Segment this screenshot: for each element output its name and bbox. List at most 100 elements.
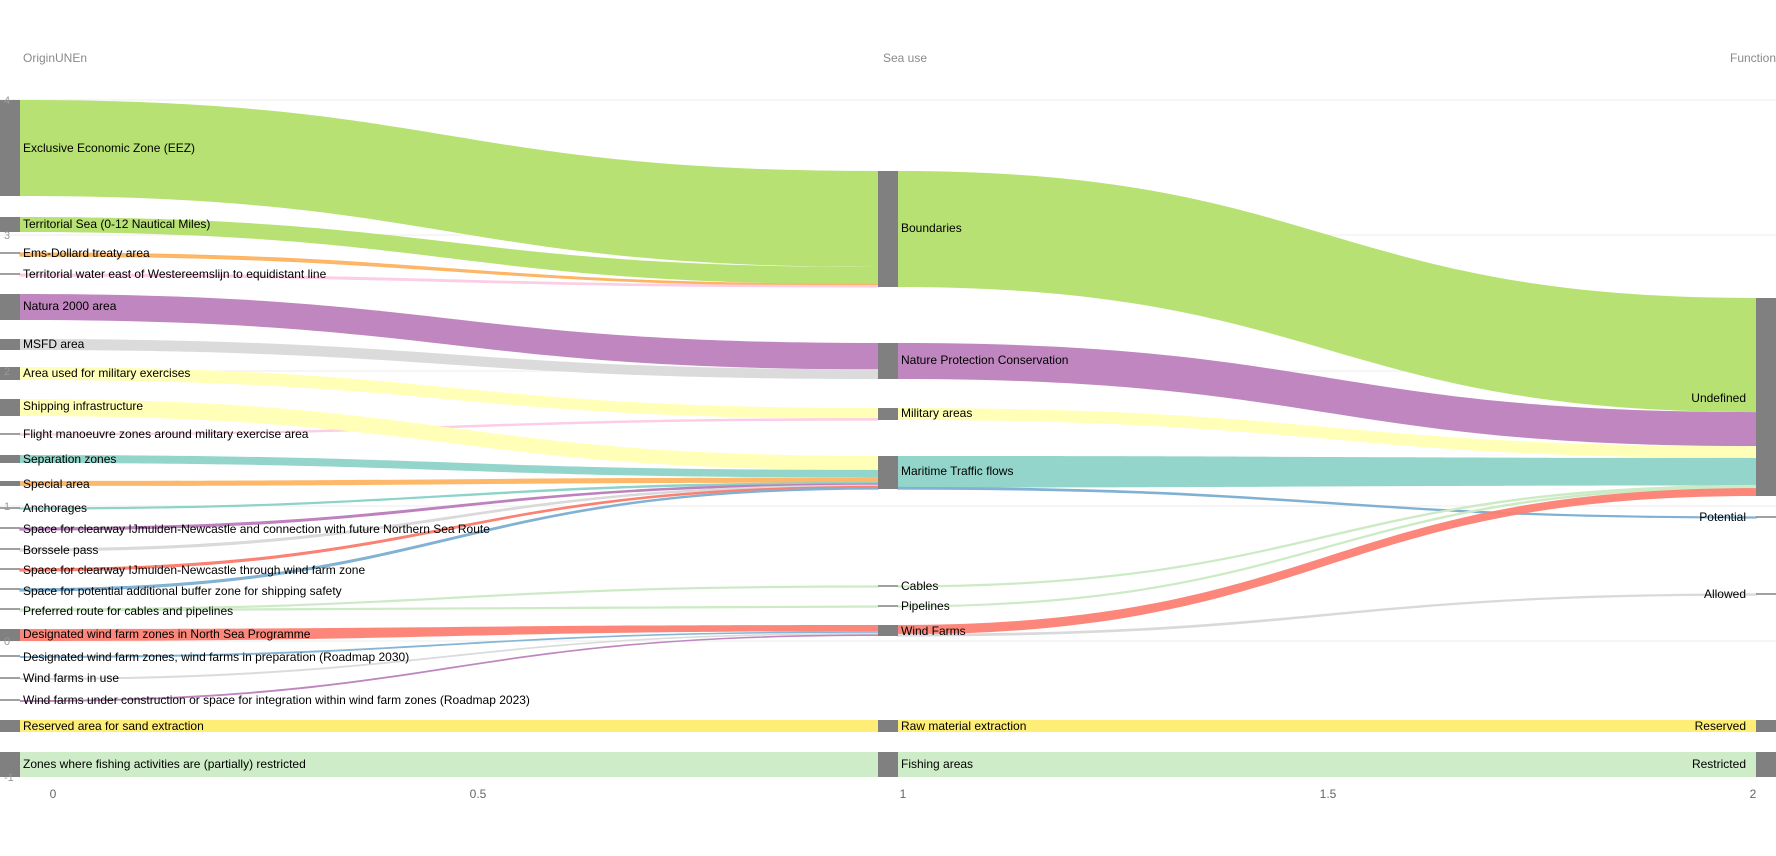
use-label-maritime-traffic-flows: Maritime Traffic flows — [901, 464, 1013, 478]
use-node-fishing-areas[interactable] — [878, 752, 898, 777]
origin-node-shipping-infrastructure[interactable] — [0, 399, 20, 416]
function-node-reserved[interactable] — [1756, 720, 1776, 732]
origin-use-link-territorial-sea-0-12-nautical-miles-to-boundaries[interactable] — [20, 217, 878, 285]
function-label-undefined: Undefined — [1691, 391, 1746, 405]
x-tick-label: 1 — [900, 787, 907, 801]
origin-node-zones-where-fishing-activities-are-partially-restricted[interactable] — [0, 752, 20, 777]
label-layer: OriginUNEn Sea use Function Exclusive Econo… — [23, 51, 1776, 771]
origin-label-wind-farms-in-use: Wind farms in use — [23, 671, 119, 685]
origin-label-designated-wind-farm-zones-wind-farms-in-preparation-roadmap-2030: Designated wind farm zones, wind farms i… — [23, 650, 409, 664]
origin-use-link-wind-farms-in-use-to-wind-farms[interactable] — [20, 632, 878, 680]
origin-use-link-special-area-to-maritime-traffic-flows[interactable] — [20, 477, 878, 486]
function-label-reserved: Reserved — [1695, 719, 1746, 733]
origin-label-territorial-water-east-of-westereemslijn-to-equidistant-line: Territorial water east of Westereemslijn… — [23, 267, 327, 281]
use-function-link-boundaries-to-undefined[interactable] — [898, 171, 1756, 413]
origin-use-link-msfd-area-to-nature-protection-conservation[interactable] — [20, 339, 878, 379]
origin-label-natura-2000-area: Natura 2000 area — [23, 299, 117, 313]
function-node-restricted[interactable] — [1756, 752, 1776, 777]
use-node-raw-material-extraction[interactable] — [878, 720, 898, 732]
x-tick-label: 1.5 — [1320, 787, 1337, 801]
use-node-maritime-traffic-flows[interactable] — [878, 456, 898, 489]
origin-node-special-area[interactable] — [0, 481, 20, 486]
use-function-link-maritime-traffic-flows-to-potential[interactable] — [897, 486, 1757, 519]
origin-label-preferred-route-for-cables-and-pipelines: Preferred route for cables and pipelines — [23, 604, 233, 618]
function-label-restricted: Restricted — [1692, 757, 1746, 771]
origin-label-flight-manoeuvre-zones-around-military-exercise-area: Flight manoeuvre zones around military e… — [23, 427, 309, 441]
origin-node-designated-wind-farm-zones-in-north-sea-programme[interactable] — [0, 629, 20, 641]
origin-label-territorial-sea-0-12-nautical-miles: Territorial Sea (0-12 Nautical Miles) — [23, 217, 210, 231]
use-function-link-maritime-traffic-flows-to-undefined[interactable] — [898, 456, 1756, 488]
origin-label-exclusive-economic-zone-eez: Exclusive Economic Zone (EEZ) — [23, 141, 195, 155]
use-label-raw-material-extraction: Raw material extraction — [901, 719, 1026, 733]
y-tick-label: -1 — [4, 772, 14, 784]
link-layer — [19, 100, 1757, 777]
x-tick-label: 2 — [1750, 787, 1757, 801]
y-tick-label: 1 — [4, 501, 10, 513]
function-label-potential: Potential — [1699, 510, 1746, 524]
x-tick-label: 0 — [50, 787, 57, 801]
y-tick-label: 0 — [4, 636, 10, 648]
origin-label-zones-where-fishing-activities-are-partially-restricted: Zones where fishing activities are (part… — [23, 757, 306, 771]
origin-label-ems-dollard-treaty-area: Ems-Dollard treaty area — [23, 246, 150, 260]
use-label-pipelines: Pipelines — [901, 599, 950, 613]
origin-label-special-area: Special area — [23, 477, 90, 491]
origin-use-link-reserved-area-for-sand-extraction-to-raw-material-extraction[interactable] — [20, 720, 878, 732]
origin-use-link-preferred-route-for-cables-and-pipelines-to-pipelines[interactable] — [19, 605, 879, 612]
origin-use-link-area-used-for-military-exercises-to-military-areas[interactable] — [20, 367, 878, 419]
origin-node-msfd-area[interactable] — [0, 339, 20, 350]
origin-use-link-natura-2000-area-to-nature-protection-conservation[interactable] — [20, 294, 878, 370]
use-function-link-wind-farms-to-undefined[interactable] — [898, 488, 1756, 635]
function-node-undefined[interactable] — [1756, 298, 1776, 496]
origin-label-reserved-area-for-sand-extraction: Reserved area for sand extraction — [23, 719, 204, 733]
use-label-fishing-areas: Fishing areas — [901, 757, 973, 771]
use-function-link-pipelines-to-undefined[interactable] — [897, 486, 1757, 608]
use-function-link-raw-material-extraction-to-reserved[interactable] — [898, 720, 1756, 732]
use-node-military-areas[interactable] — [878, 408, 898, 420]
use-label-cables: Cables — [901, 579, 938, 593]
origin-label-anchorages: Anchorages — [23, 501, 87, 515]
origin-use-link-zones-where-fishing-activities-are-partially-restricted-to-fishing-areas[interactable] — [20, 752, 878, 777]
y-tick-label: 4 — [4, 95, 10, 107]
use-label-nature-protection-conservation: Nature Protection Conservation — [901, 353, 1068, 367]
origin-node-area-used-for-military-exercises[interactable] — [0, 367, 20, 380]
node-layer — [0, 100, 1776, 777]
origin-label-msfd-area: MSFD area — [23, 337, 85, 351]
origin-label-designated-wind-farm-zones-in-north-sea-programme: Designated wind farm zones in North Sea … — [23, 627, 311, 641]
origin-node-territorial-sea-0-12-nautical-miles[interactable] — [0, 217, 20, 232]
use-label-wind-farms: Wind Farms — [901, 624, 966, 638]
origin-node-natura-2000-area[interactable] — [0, 294, 20, 320]
origin-use-link-exclusive-economic-zone-eez-to-boundaries[interactable] — [20, 100, 878, 267]
origin-use-link-designated-wind-farm-zones-in-north-sea-programme-to-wind-farms[interactable] — [20, 625, 878, 641]
use-node-nature-protection-conservation[interactable] — [878, 343, 898, 379]
column-title-sea-use: Sea use — [883, 51, 927, 65]
origin-label-borssele-pass: Borssele pass — [23, 543, 98, 557]
origin-node-separation-zones[interactable] — [0, 455, 20, 463]
function-label-allowed: Allowed — [1704, 587, 1746, 601]
origin-use-link-preferred-route-for-cables-and-pipelines-to-cables[interactable] — [19, 585, 879, 611]
x-tick-label: 0.5 — [470, 787, 487, 801]
origin-use-link-designated-wind-farm-zones-wind-farms-in-preparation-roadmap-2030-to-wind-farms[interactable] — [20, 631, 878, 658]
axis-layer: 4 3 2 1 0 -1 0 0.5 1 1.5 2 — [4, 95, 1757, 801]
origin-node-exclusive-economic-zone-eez[interactable] — [0, 100, 20, 196]
origin-label-shipping-infrastructure: Shipping infrastructure — [23, 399, 143, 413]
use-function-link-fishing-areas-to-restricted[interactable] — [898, 752, 1756, 777]
use-node-wind-farms[interactable] — [878, 625, 898, 636]
use-function-link-wind-farms-to-allowed[interactable] — [897, 593, 1757, 637]
origin-label-wind-farms-under-construction-or-space-for-integration-within-wind-farm-zones-roadmap-2023: Wind farms under construction or space f… — [23, 693, 530, 707]
origin-node-reserved-area-for-sand-extraction[interactable] — [0, 720, 20, 732]
use-node-boundaries[interactable] — [878, 171, 898, 287]
origin-label-separation-zones: Separation zones — [23, 452, 116, 466]
y-tick-label: 3 — [4, 230, 10, 242]
use-function-link-nature-protection-conservation-to-undefined[interactable] — [898, 343, 1756, 447]
use-function-link-military-areas-to-undefined[interactable] — [898, 408, 1756, 458]
origin-label-space-for-clearway-ijmuiden-newcastle-through-wind-farm-zone: Space for clearway IJmuiden-Newcastle th… — [23, 563, 365, 577]
column-title-function: Function — [1730, 51, 1776, 65]
origin-use-link-separation-zones-to-maritime-traffic-flows[interactable] — [20, 455, 878, 478]
origin-label-space-for-potential-additional-buffer-zone-for-shipping-safety: Space for potential additional buffer zo… — [23, 584, 342, 598]
origin-use-link-shipping-infrastructure-to-maritime-traffic-flows[interactable] — [20, 399, 878, 470]
use-label-boundaries: Boundaries — [901, 221, 962, 235]
y-tick-label: 2 — [4, 366, 10, 378]
use-label-military-areas: Military areas — [901, 406, 972, 420]
origin-use-link-wind-farms-under-construction-or-space-for-integration-within-wind-farm-zones-roadmap-2023-to-wind-farms[interactable] — [20, 634, 878, 702]
